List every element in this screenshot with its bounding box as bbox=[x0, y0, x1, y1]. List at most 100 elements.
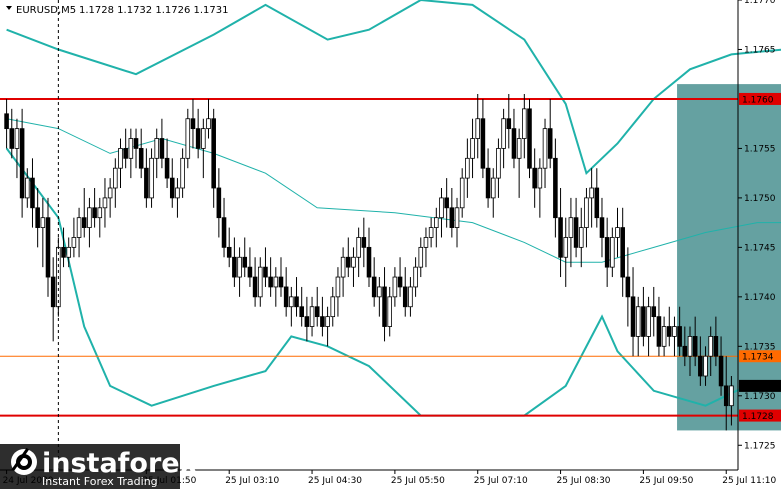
price-tick-label: 1.1770 bbox=[744, 0, 776, 6]
candle-body bbox=[314, 306, 320, 318]
candle-body bbox=[589, 187, 594, 199]
candle-body bbox=[444, 197, 449, 209]
candle-body bbox=[439, 197, 444, 219]
candle-body bbox=[656, 316, 662, 347]
resistance-tag bbox=[739, 92, 781, 105]
candle-body bbox=[87, 207, 92, 228]
candle-body bbox=[97, 207, 103, 219]
candle-body bbox=[532, 167, 537, 189]
candle-body bbox=[666, 326, 672, 337]
candle-body bbox=[40, 217, 46, 228]
candle-body bbox=[330, 296, 336, 318]
candle-body bbox=[516, 138, 522, 159]
candle-body bbox=[133, 138, 139, 149]
candle-body bbox=[4, 113, 9, 130]
candle-body bbox=[729, 385, 734, 407]
candle-body bbox=[371, 276, 377, 298]
candle-body bbox=[423, 237, 429, 248]
candle-body bbox=[154, 138, 160, 159]
candle-body bbox=[361, 237, 367, 248]
candle-body bbox=[713, 336, 719, 357]
candle-body bbox=[175, 187, 180, 199]
candle-body bbox=[211, 118, 216, 189]
candle-body bbox=[149, 157, 154, 199]
price-levels-layer bbox=[0, 97, 738, 417]
candle-body bbox=[185, 118, 191, 159]
candle-body bbox=[434, 217, 439, 228]
candle-body bbox=[454, 207, 460, 228]
candle-body bbox=[630, 296, 636, 337]
candle-body bbox=[382, 286, 387, 327]
candle-body bbox=[584, 197, 589, 228]
candle-body bbox=[625, 276, 631, 298]
candle-body bbox=[682, 345, 688, 357]
highlight-zone-layer bbox=[677, 84, 781, 431]
resistance-tag-label: 1.1760 bbox=[742, 95, 774, 105]
price-axis: 1.1770 1.1765 1.1755 1.1750 1.1745 1.1740 1.17… bbox=[738, 0, 776, 451]
mid-level-tag-label: 1.1734 bbox=[742, 353, 774, 363]
candle-body bbox=[573, 217, 579, 248]
upper-band-line bbox=[6, 0, 781, 176]
candle-body bbox=[490, 177, 496, 199]
highlight-zone bbox=[677, 84, 781, 431]
candle-body bbox=[14, 128, 20, 149]
candle-body bbox=[470, 138, 475, 159]
candle-body bbox=[25, 177, 30, 199]
candle-body bbox=[449, 207, 455, 228]
candle-body bbox=[703, 355, 708, 377]
price-tick-label: 1.1755 bbox=[744, 144, 776, 154]
candle-body bbox=[45, 217, 51, 278]
candle-body bbox=[19, 128, 25, 199]
candle-body bbox=[366, 246, 372, 278]
candle-body bbox=[610, 237, 615, 268]
candle-body bbox=[216, 187, 222, 219]
candle-body bbox=[340, 256, 346, 278]
candle-body bbox=[9, 128, 15, 149]
time-tick-label: 25 Jul 04:30 bbox=[308, 476, 362, 486]
candle-body bbox=[377, 286, 382, 298]
candle-body bbox=[232, 256, 237, 278]
brand-watermark: instaforex Instant Forex Trading bbox=[0, 444, 197, 489]
candle-body bbox=[485, 167, 491, 199]
candle-body bbox=[252, 276, 258, 298]
candle-body bbox=[687, 336, 693, 357]
candle-body bbox=[128, 138, 134, 159]
candle-body bbox=[418, 246, 424, 268]
candle-body bbox=[392, 276, 398, 298]
candle-body bbox=[138, 148, 144, 169]
candle-body bbox=[50, 276, 56, 308]
candle-body bbox=[237, 256, 242, 278]
candle-body bbox=[677, 326, 682, 347]
candle-body bbox=[651, 306, 657, 318]
price-tick-label: 1.1735 bbox=[744, 342, 776, 352]
candle-body bbox=[71, 237, 77, 248]
candle-body bbox=[257, 266, 263, 298]
candle-body bbox=[356, 237, 361, 258]
price-tags-layer: 1.1760 1.1734 1.1728 1.1731 bbox=[739, 92, 781, 422]
symbol-label: EURUSD,M5 bbox=[16, 5, 76, 16]
candle-body bbox=[268, 276, 273, 288]
candle-body bbox=[635, 306, 641, 337]
time-tick-label: 25 Jul 11:10 bbox=[722, 476, 776, 486]
support-tag bbox=[739, 409, 781, 422]
candle-body bbox=[620, 227, 625, 278]
candle-body bbox=[76, 217, 82, 238]
candle-body bbox=[387, 296, 392, 327]
price-tick-label: 1.1750 bbox=[744, 194, 776, 204]
time-tick-label: 25 Jul 08:30 bbox=[557, 476, 611, 486]
time-tick-label: 25 Jul 09:50 bbox=[639, 476, 693, 486]
candle-body bbox=[672, 326, 677, 337]
time-tick-label: 25 Jul 07:10 bbox=[474, 476, 528, 486]
candle-body bbox=[123, 148, 128, 159]
price-tick-label: 1.1740 bbox=[744, 293, 776, 303]
candle-body bbox=[397, 276, 403, 288]
candle-body bbox=[294, 296, 299, 308]
candle-body bbox=[480, 118, 486, 169]
candle-body bbox=[66, 246, 72, 258]
candle-body bbox=[718, 355, 724, 387]
candle-body bbox=[304, 316, 310, 327]
watermark-tagline: Instant Forex Trading bbox=[42, 475, 158, 488]
candle-body bbox=[247, 266, 253, 278]
